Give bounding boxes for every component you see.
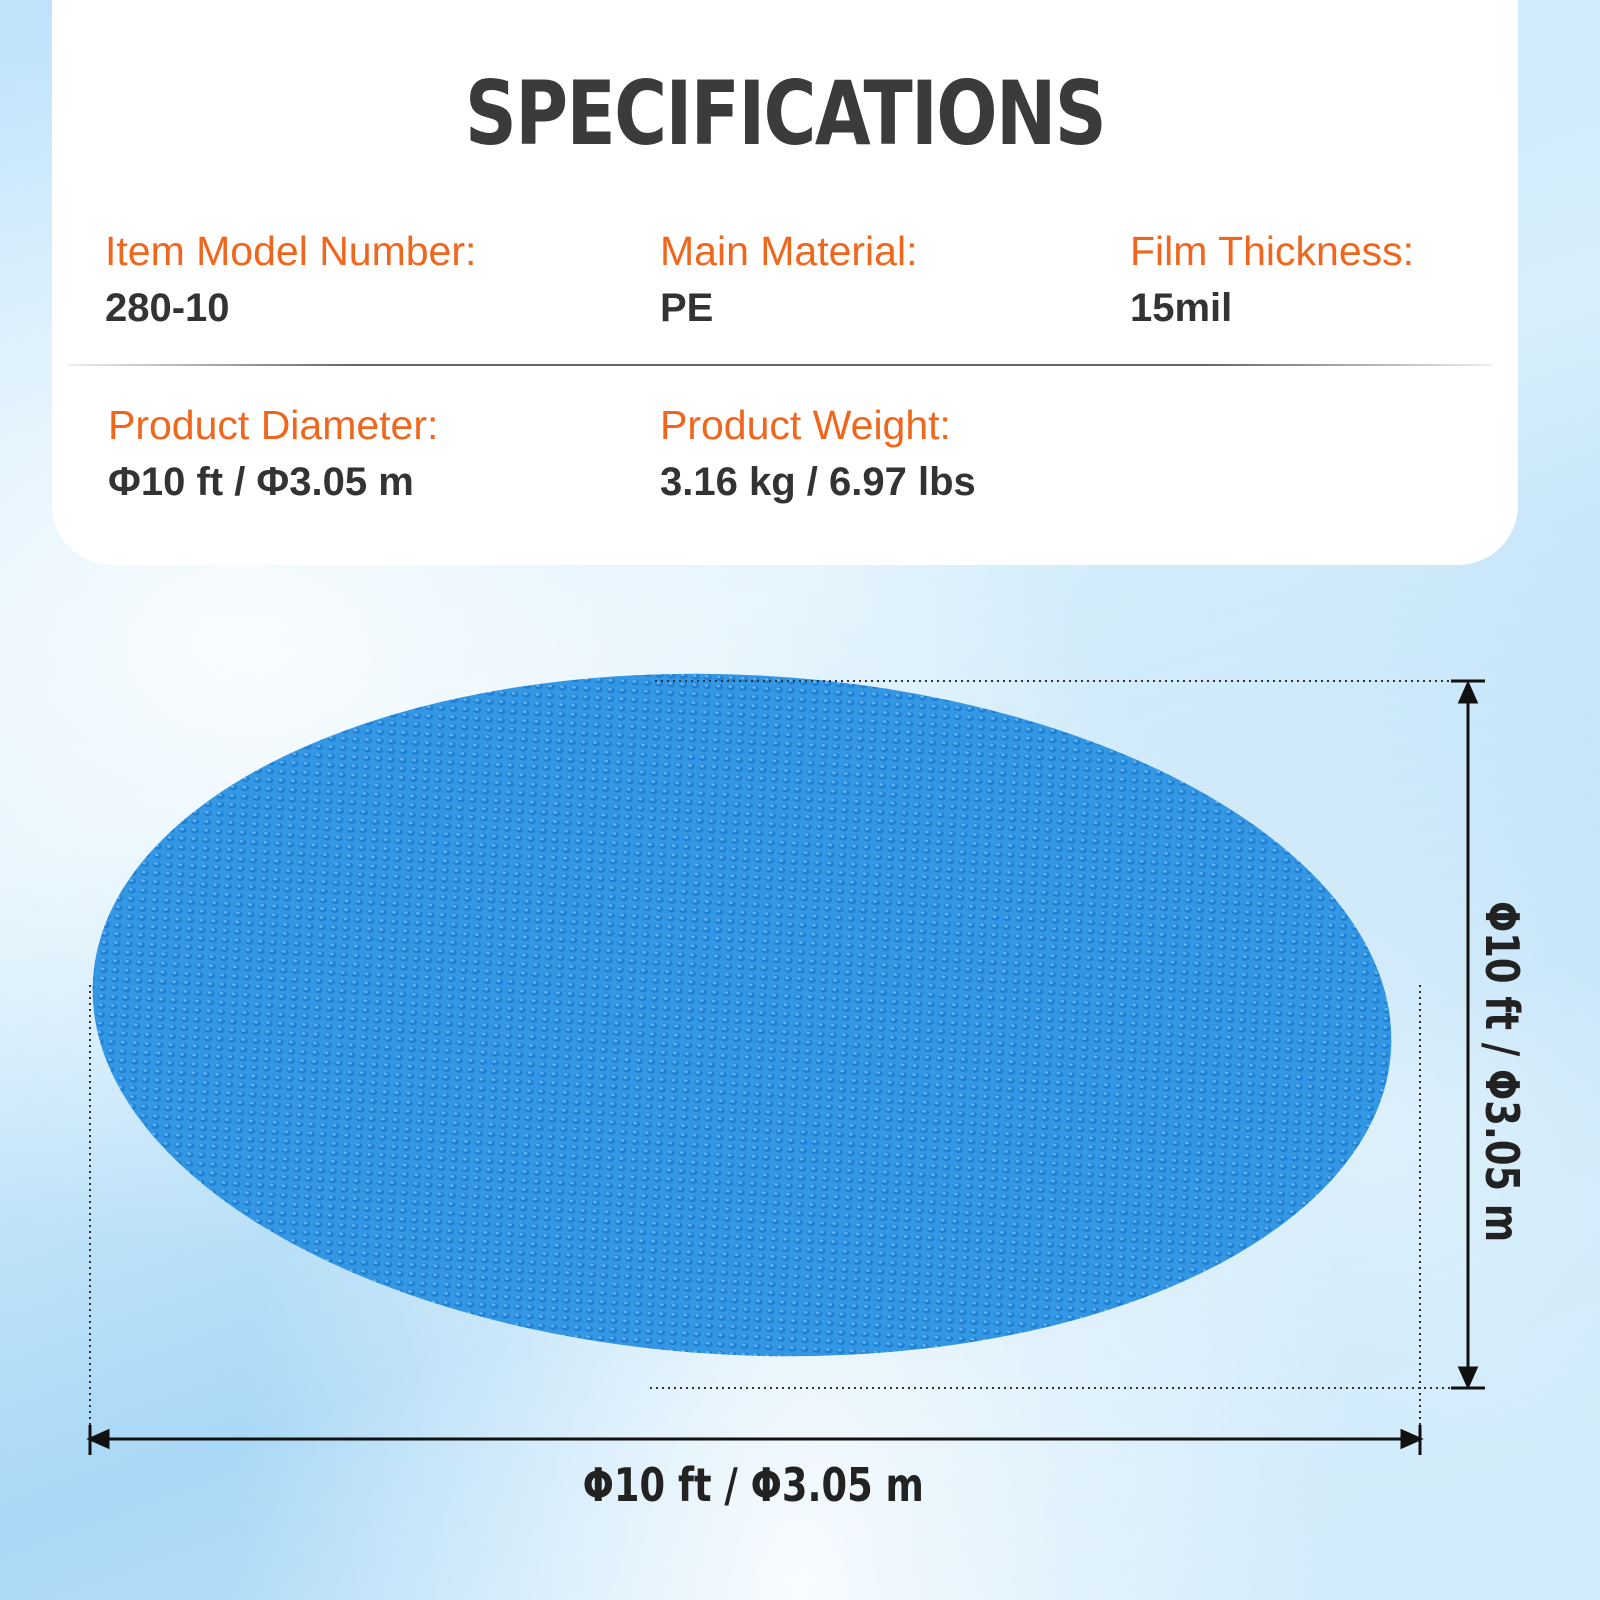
pool-cover-image xyxy=(92,673,1392,1357)
diameter-value: Φ10 ft / Φ3.05 m xyxy=(108,460,414,504)
page-title: SPECIFICATIONS xyxy=(464,62,1107,165)
thickness-label: Film Thickness: xyxy=(1130,228,1415,274)
dimension-arrows xyxy=(86,679,1485,1455)
width-dimension: Φ10 ft / Φ3.05 m xyxy=(582,1458,924,1512)
weight-label: Product Weight: xyxy=(660,402,951,448)
dimension-guides xyxy=(89,680,1455,1450)
material-label: Main Material: xyxy=(660,228,918,274)
material-value: PE xyxy=(660,286,714,330)
thickness-value: 15mil xyxy=(1130,286,1233,330)
spec-card: SPECIFICATIONS Item Model Number: 280-10… xyxy=(52,0,1518,565)
model-value: 280-10 xyxy=(105,286,230,330)
weight-value: 3.16 kg / 6.97 lbs xyxy=(660,460,976,504)
divider xyxy=(68,364,1492,366)
model-label: Item Model Number: xyxy=(105,228,477,274)
diameter-label: Product Diameter: xyxy=(108,402,439,448)
height-dimension: Φ10 ft / Φ3.05 m xyxy=(1475,901,1529,1243)
